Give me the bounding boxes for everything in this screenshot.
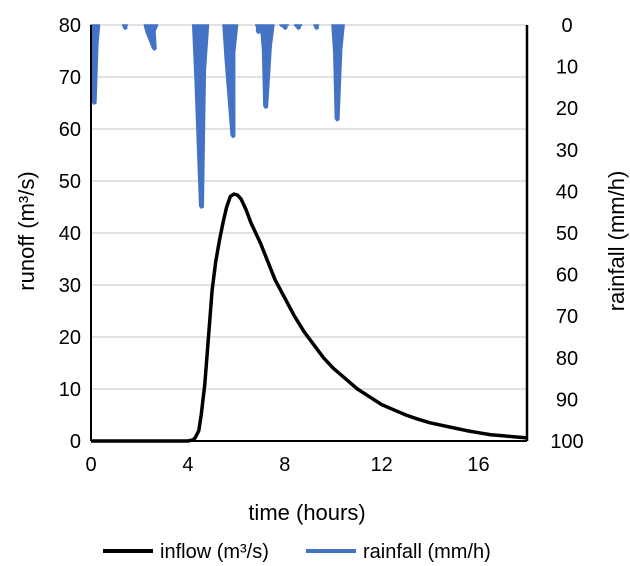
x-tick-label: 16 <box>467 454 489 476</box>
y-tick-label: 50 <box>59 171 81 193</box>
x-axis-title: time (hours) <box>248 500 365 525</box>
rainfall-spike-8 <box>293 24 303 30</box>
tick-labels: 0 10 20 30 40 50 60 70 80 0 10 20 30 40 50 60 70 80 90 100 0… <box>59 15 584 476</box>
rainfall-spike-0 <box>90 24 101 105</box>
y2-tick-label: 80 <box>556 348 578 370</box>
rainfall-spike-3 <box>191 24 210 209</box>
x-tick-label: 4 <box>182 454 193 476</box>
y2-tick-label: 30 <box>556 140 578 162</box>
y2-tick-label: 100 <box>550 431 583 453</box>
legend-label-inflow: inflow (m³/s) <box>160 541 269 563</box>
y-axis-title: runoff (m³/s) <box>14 171 39 290</box>
legend-label-rainfall: rainfall (mm/h) <box>363 541 491 563</box>
inflow-line <box>91 192 528 443</box>
axes <box>90 25 529 442</box>
y-tick-label: 30 <box>59 275 81 297</box>
rainfall-spike-6 <box>259 24 275 109</box>
rainfall-spike-5 <box>254 24 262 35</box>
y-tick-label: 70 <box>59 67 81 89</box>
y-tick-label: 60 <box>59 119 81 141</box>
rainfall-spike-4 <box>222 24 239 139</box>
y-tick-label: 40 <box>59 223 81 245</box>
y2-tick-label: 90 <box>556 389 578 411</box>
x-tick-label: 12 <box>371 454 393 476</box>
rainfall-spike-9 <box>313 24 320 30</box>
series-layer <box>90 24 528 443</box>
gridlines <box>91 24 527 390</box>
y-tick-label: 10 <box>59 379 81 401</box>
rainfall-spike-1 <box>121 24 129 30</box>
y2-tick-label: 10 <box>556 57 578 79</box>
x-tick-label: 8 <box>279 454 290 476</box>
y-tick-label: 0 <box>70 431 81 453</box>
y2-tick-label: 60 <box>556 265 578 287</box>
y-tick-label: 80 <box>59 15 81 37</box>
y2-tick-label: 20 <box>556 98 578 120</box>
y2-tick-label: 50 <box>556 223 578 245</box>
y-tick-label: 20 <box>59 327 81 349</box>
legend: inflow (m³/s) rainfall (mm/h) <box>103 541 491 563</box>
y2-tick-label: 40 <box>556 181 578 203</box>
y2-tick-label: 0 <box>561 15 572 37</box>
rainfall-spike-10 <box>331 24 345 122</box>
y2-axis-title: rainfall (mm/h) <box>604 171 629 312</box>
rainfall-spike-7 <box>279 24 290 30</box>
rainfall-spike-2 <box>143 24 159 51</box>
x-tick-label: 0 <box>85 454 96 476</box>
y2-tick-label: 70 <box>556 306 578 328</box>
